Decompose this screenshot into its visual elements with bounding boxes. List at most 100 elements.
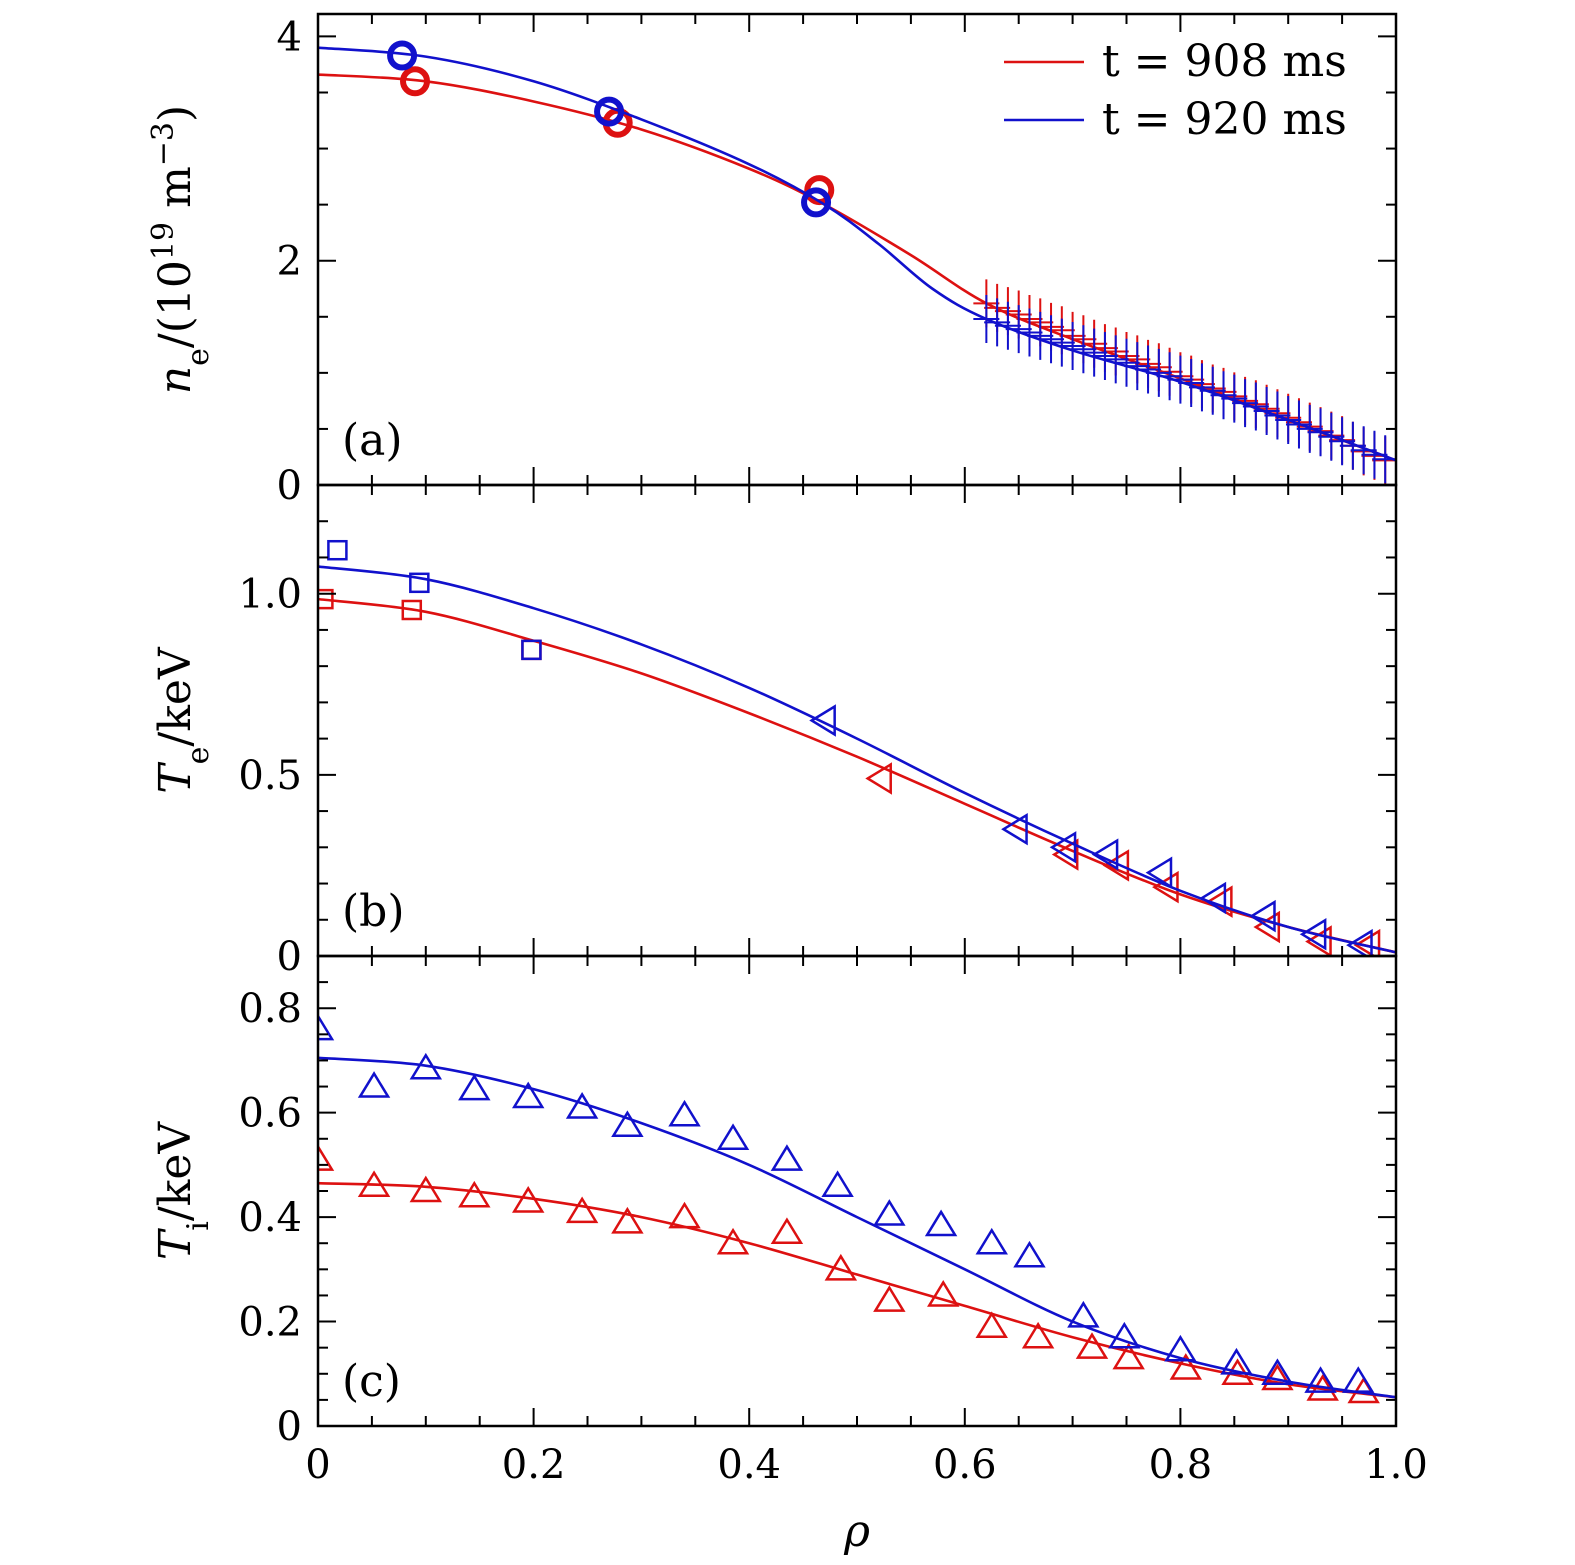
- triangle-up-marker: [927, 1280, 960, 1307]
- triangle-up-marker: [1108, 1321, 1141, 1349]
- triangle-up-marker: [511, 1186, 545, 1213]
- plot-area: [318, 40, 1396, 485]
- triangle-up-marker: [770, 1217, 804, 1245]
- plus-marker: [1038, 315, 1065, 364]
- plus-marker: [1178, 358, 1205, 407]
- triangle-up-marker: [1021, 1321, 1055, 1349]
- triangle-up-marker: [565, 1092, 599, 1119]
- plot-area: [318, 539, 1396, 956]
- triangle-up-marker: [873, 1285, 906, 1312]
- plus-marker: [994, 301, 1021, 350]
- series-b-2: [318, 539, 1396, 956]
- plus-marker: [1221, 374, 1248, 423]
- plus-marker: [1296, 404, 1323, 453]
- triangle-up-marker: [668, 1099, 701, 1127]
- triangle-up-marker: [924, 1209, 958, 1237]
- triangle-up-marker: [1261, 1358, 1294, 1386]
- plus-marker: [1091, 332, 1118, 381]
- circle-marker: [400, 66, 431, 97]
- plus-marker: [1027, 311, 1054, 360]
- triangle-left-marker: [1299, 918, 1327, 951]
- plus-marker: [1156, 352, 1183, 401]
- plus-marker: [1016, 308, 1043, 357]
- triangle-left-marker: [1346, 928, 1373, 956]
- plus-marker: [1361, 430, 1388, 479]
- plus-marker: [1059, 321, 1086, 370]
- circle-marker: [594, 96, 625, 127]
- y-tick-label: 0.5: [238, 753, 302, 799]
- panel-label: (c): [342, 1356, 401, 1407]
- triangle-left-marker: [1001, 812, 1028, 846]
- x-tick-label: 1.0: [1364, 1442, 1428, 1488]
- triangle-left-marker: [1249, 899, 1276, 933]
- legend-entry: t = 908 ms: [1102, 36, 1347, 87]
- triangle-up-marker: [565, 1196, 599, 1224]
- triangle-up-marker: [357, 1071, 391, 1098]
- triangle-up-marker: [824, 1253, 858, 1281]
- triangle-up-marker: [1304, 1366, 1337, 1393]
- plus-marker: [1070, 325, 1097, 374]
- triangle-up-marker: [1169, 1353, 1203, 1380]
- series-c-2: [318, 1013, 1396, 1399]
- y-tick-label: 0.2: [238, 1300, 302, 1346]
- triangle-up-marker: [716, 1227, 750, 1255]
- y-tick-label: 0: [277, 1404, 302, 1450]
- triangle-left-marker: [809, 704, 836, 737]
- triangle-up-marker: [668, 1201, 701, 1229]
- fit-curve: [318, 1056, 1396, 1399]
- y-axis-label: Te/keV: [150, 646, 216, 794]
- triangle-up-marker: [458, 1073, 491, 1101]
- triangle-left-marker: [1091, 838, 1119, 871]
- triangle-up-marker: [1342, 1366, 1375, 1393]
- square-marker: [521, 639, 542, 661]
- circle-marker: [387, 40, 418, 71]
- y-tick-label: 4: [277, 14, 302, 60]
- x-axis-label: ρ: [843, 1506, 870, 1557]
- triangle-up-marker: [1013, 1240, 1046, 1268]
- y-tick-label: 0.8: [238, 986, 302, 1032]
- square-marker: [521, 639, 542, 661]
- triangle-up-marker: [975, 1311, 1008, 1339]
- panel-frame: [316, 483, 1398, 958]
- series-a-2: [318, 40, 1396, 484]
- triangle-up-marker: [1164, 1334, 1197, 1362]
- triangle-up-marker: [1075, 1332, 1109, 1359]
- y-tick-label: 0.6: [238, 1091, 302, 1137]
- triangle-up-marker: [1067, 1300, 1100, 1328]
- plus-marker: [1264, 391, 1291, 440]
- triangle-up-marker: [1112, 1342, 1145, 1370]
- y-tick-label: 2: [277, 239, 302, 285]
- panel-label: (b): [342, 886, 405, 937]
- triangle-left-marker: [1152, 870, 1179, 904]
- plus-marker: [984, 298, 1011, 347]
- y-tick-label: 0: [277, 934, 302, 980]
- triangle-up-marker: [511, 1081, 545, 1109]
- plus-marker: [1242, 382, 1269, 431]
- triangle-up-marker: [716, 1123, 750, 1151]
- x-tick-label: 0.4: [717, 1442, 781, 1488]
- plus-marker: [1167, 355, 1194, 404]
- legend: t = 908 ms t = 920 ms: [1004, 36, 1347, 145]
- plus-marker: [1113, 338, 1140, 387]
- plus-marker: [1372, 435, 1396, 484]
- panel-b: 0 0.5 1.0 (b) Te/keV: [150, 483, 1398, 980]
- square-marker: [401, 599, 423, 621]
- panel-c: 0 0.2 0.4 0.6 0.8 (c) Ti/keV: [150, 954, 1398, 1450]
- plus-marker: [1005, 305, 1032, 354]
- series-b-1: [318, 588, 1396, 956]
- plus-marker: [1350, 426, 1377, 475]
- y-tick-label: 1.0: [238, 572, 302, 618]
- panels-layer: 024(a)ne/(1019 m−3)00.51.0(b)Te/keV00.20…: [146, 12, 1428, 1488]
- x-tick-label: 0.6: [933, 1442, 997, 1488]
- legend-entry: t = 920 ms: [1102, 94, 1347, 145]
- triangle-left-marker: [1049, 831, 1077, 864]
- plus-marker: [1081, 328, 1108, 377]
- plus-marker: [1339, 421, 1366, 470]
- triangle-left-marker: [1353, 928, 1381, 956]
- plus-marker: [1253, 386, 1280, 435]
- triangle-up-marker: [975, 1227, 1008, 1255]
- fit-curve: [318, 597, 1396, 954]
- y-tick-label: 0.4: [238, 1195, 302, 1241]
- y-axis-label: Ti/keV: [150, 1121, 216, 1260]
